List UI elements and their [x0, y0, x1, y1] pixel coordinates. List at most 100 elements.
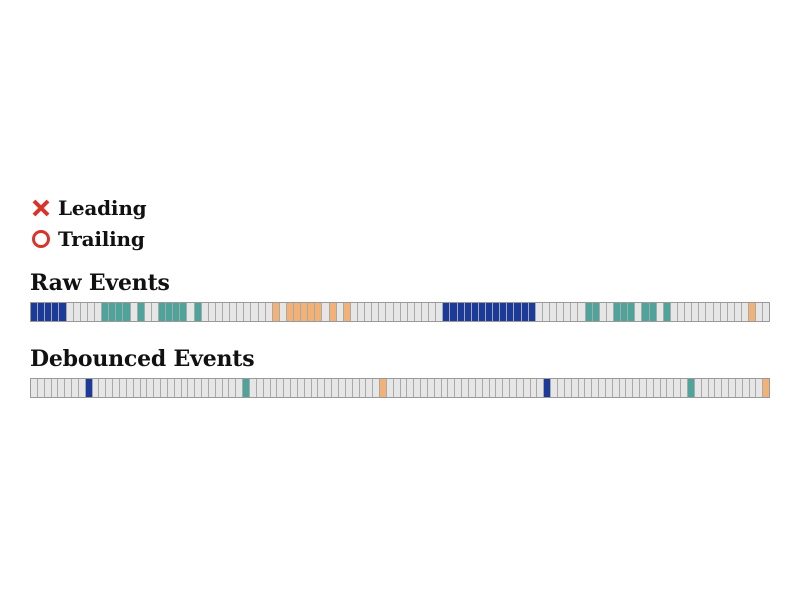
raw-event-cell-teal: [663, 303, 671, 321]
debounced-event-cell-empty: [427, 379, 435, 397]
raw-event-cell-navy: [521, 303, 529, 321]
raw-event-cell-empty: [578, 303, 586, 321]
debounced-event-cell-empty: [250, 379, 257, 397]
debounced-event-cell-empty: [475, 379, 483, 397]
raw-event-cell-navy: [514, 303, 522, 321]
debounced-event-cell-empty: [154, 379, 162, 397]
debounced-event-cell-empty: [640, 379, 647, 397]
raw-event-cell-navy: [450, 303, 458, 321]
raw-event-cell-teal: [137, 303, 145, 321]
raw-event-cell-teal: [592, 303, 600, 321]
raw-event-cell-navy: [464, 303, 472, 321]
raw-event-cell-empty: [237, 303, 245, 321]
legend-label-trailing: Trailing: [58, 226, 145, 251]
debounced-event-cell-empty: [345, 379, 353, 397]
raw-event-cell-navy: [486, 303, 494, 321]
raw-event-cell-orange: [308, 303, 316, 321]
debounced-event-cell-empty: [366, 379, 374, 397]
raw-event-cell-empty: [365, 303, 373, 321]
debounced-event-cell-navy: [85, 379, 93, 397]
raw-event-cell-empty: [201, 303, 209, 321]
debounced-event-cell-empty: [523, 379, 531, 397]
debounced-event-cell-empty: [174, 379, 182, 397]
debounced-event-cell-empty: [106, 379, 114, 397]
debounced-events-timeline: [30, 378, 770, 398]
raw-event-cell-orange: [272, 303, 280, 321]
debounced-event-cell-empty: [455, 379, 463, 397]
raw-event-cell-empty: [706, 303, 714, 321]
debounced-event-cell-empty: [304, 379, 312, 397]
raw-event-cell-empty: [677, 303, 686, 321]
debounced-event-cell-empty: [681, 379, 688, 397]
debounced-event-cell-empty: [332, 379, 339, 397]
raw-event-cell-teal: [628, 303, 636, 321]
debounced-event-cell-empty: [516, 379, 524, 397]
debounced-event-cell-empty: [421, 379, 428, 397]
raw-event-cell-empty: [358, 303, 366, 321]
raw-event-cell-empty: [436, 303, 444, 321]
debounced-event-cell-empty: [373, 379, 381, 397]
raw-event-cell-empty: [87, 303, 95, 321]
raw-event-cell-empty: [187, 303, 195, 321]
debounced-event-cell-empty: [297, 379, 305, 397]
raw-event-cell-navy: [493, 303, 501, 321]
debounced-events-section: Debounced Events: [30, 346, 770, 398]
raw-event-cell-empty: [734, 303, 742, 321]
debounced-event-cell-empty: [393, 379, 401, 397]
raw-event-cell-empty: [386, 303, 394, 321]
debounced-event-cell-empty: [694, 379, 702, 397]
raw-event-cell-orange: [286, 303, 295, 321]
raw-event-cell-teal: [173, 303, 181, 321]
cross-icon: [30, 197, 52, 219]
debounced-event-cell-empty: [51, 379, 59, 397]
raw-event-cell-navy: [507, 303, 515, 321]
debounced-event-cell-empty: [181, 379, 189, 397]
debounced-event-cell-empty: [263, 379, 271, 397]
raw-event-cell-empty: [407, 303, 415, 321]
raw-event-cell-teal: [158, 303, 167, 321]
debounced-event-cell-empty: [37, 379, 45, 397]
raw-event-cell-empty: [258, 303, 266, 321]
debounced-event-cell-empty: [113, 379, 120, 397]
debounced-event-cell-empty: [284, 379, 292, 397]
raw-event-cell-empty: [73, 303, 81, 321]
debounced-event-cell-empty: [291, 379, 298, 397]
raw-event-cell-teal: [642, 303, 650, 321]
legend-item-trailing: Trailing: [30, 223, 770, 254]
debounced-event-cell-empty: [195, 379, 203, 397]
raw-event-cell-teal: [613, 303, 622, 321]
raw-event-cell-navy: [500, 303, 508, 321]
raw-event-cell-teal: [166, 303, 174, 321]
debounced-event-cell-empty: [236, 379, 244, 397]
raw-event-cell-empty: [144, 303, 152, 321]
debounced-event-cell-empty: [469, 379, 476, 397]
debounced-event-cell-empty: [65, 379, 73, 397]
raw-event-cell-empty: [557, 303, 565, 321]
debounced-event-cell-empty: [653, 379, 661, 397]
debounced-event-cell-empty: [72, 379, 79, 397]
raw-event-cell-empty: [393, 303, 401, 321]
debounced-event-cell-orange: [380, 379, 387, 397]
raw-event-cell-empty: [685, 303, 693, 321]
raw-event-cell-navy: [471, 303, 479, 321]
raw-event-cell-empty: [208, 303, 216, 321]
raw-event-cell-teal: [649, 303, 657, 321]
raw-event-cell-empty: [599, 303, 607, 321]
debounced-event-cell-empty: [161, 379, 168, 397]
debounced-event-cell-empty: [58, 379, 66, 397]
debounced-event-cell-empty: [448, 379, 456, 397]
raw-event-cell-navy: [443, 303, 451, 321]
raw-event-cell-empty: [322, 303, 330, 321]
raw-events-title: Raw Events: [30, 270, 170, 296]
debounced-event-cell-empty: [612, 379, 620, 397]
raw-event-cell-teal: [621, 303, 629, 321]
debounced-event-cell-empty: [674, 379, 682, 397]
raw-event-cell-empty: [741, 303, 750, 321]
raw-event-cell-empty: [215, 303, 223, 321]
debounced-event-cell-empty: [338, 379, 346, 397]
raw-event-cell-empty: [414, 303, 423, 321]
debounced-event-cell-empty: [202, 379, 209, 397]
debounced-event-cell-orange: [763, 379, 770, 397]
debounced-event-cell-empty: [537, 379, 545, 397]
debounced-event-cell-empty: [441, 379, 449, 397]
